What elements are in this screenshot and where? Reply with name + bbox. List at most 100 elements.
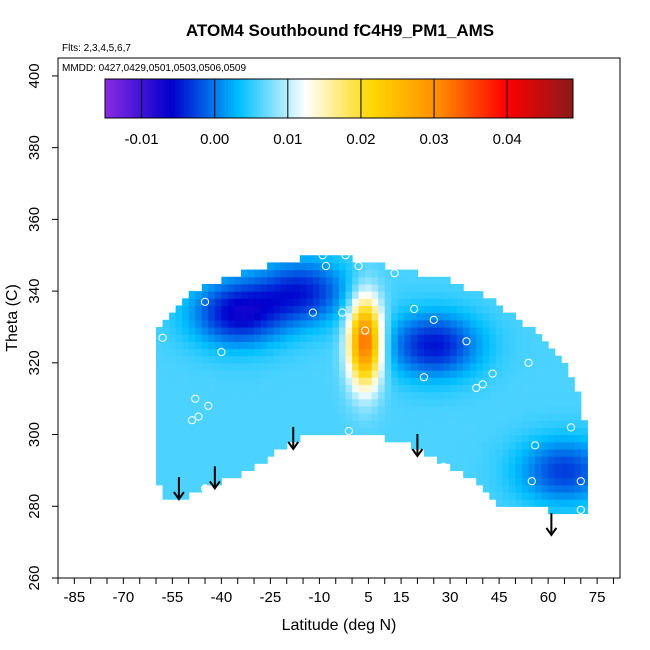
field-cell (169, 391, 177, 400)
field-cell (541, 377, 549, 385)
field-cell (286, 413, 294, 421)
field-cell (332, 341, 340, 350)
colorbar-segment (245, 79, 249, 118)
field-cell (156, 441, 164, 450)
field-cell (201, 384, 209, 393)
field-cell (391, 291, 399, 299)
colorbar-segment (330, 79, 334, 118)
field-cell (280, 413, 288, 421)
field-cell (234, 413, 242, 421)
field-cell (365, 334, 373, 342)
field-cell (397, 370, 405, 378)
field-cell (214, 384, 222, 393)
field-cell (417, 319, 425, 328)
field-cell (430, 384, 438, 393)
field-cell (574, 405, 582, 414)
field-cell (162, 370, 170, 378)
field-cell (208, 477, 216, 486)
x-tick-label: 5 (364, 589, 372, 606)
field-cell (319, 276, 327, 285)
field-cell (521, 484, 530, 493)
field-cell (482, 413, 490, 421)
field-cell (508, 312, 517, 321)
field-cell (319, 398, 327, 407)
field-cell (247, 384, 255, 393)
field-cell (208, 448, 216, 457)
field-cell (528, 456, 536, 464)
field-cell (574, 441, 582, 450)
field-cell (548, 370, 556, 378)
field-cell (169, 463, 177, 472)
field-cell (306, 312, 314, 321)
field-cell (365, 377, 373, 385)
colorbar-segment (318, 79, 322, 118)
field-cell (214, 398, 222, 407)
field-cell (299, 384, 307, 393)
colorbar-segment (499, 79, 504, 118)
field-cell (358, 348, 366, 357)
field-cell (260, 398, 268, 407)
field-cell (508, 477, 517, 486)
field-cell (260, 384, 268, 393)
field-cell (188, 456, 196, 464)
field-cell (182, 491, 190, 500)
field-cell (535, 370, 543, 378)
field-cell (489, 319, 497, 328)
field-cell (430, 341, 438, 350)
field-cell (221, 326, 229, 335)
field-cell (188, 298, 196, 307)
field-cell (482, 441, 490, 450)
field-cell (541, 355, 549, 364)
field-cell (319, 305, 327, 314)
field-cell (417, 305, 425, 314)
colorbar-segment (186, 79, 191, 118)
field-cell (162, 477, 170, 486)
field-cell (293, 298, 301, 307)
field-cell (345, 348, 353, 357)
field-cell (208, 291, 216, 299)
field-cell (463, 441, 471, 450)
field-cell (548, 434, 556, 443)
field-cell (208, 391, 216, 400)
field-cell (227, 276, 236, 285)
field-cell (502, 491, 510, 500)
field-cell (521, 348, 530, 357)
colorbar-segment (236, 79, 241, 118)
field-cell (417, 427, 425, 436)
field-cell (365, 413, 373, 421)
field-cell (214, 441, 222, 450)
field-cell (201, 420, 209, 428)
field-cell (515, 484, 523, 493)
field-cell (423, 341, 432, 350)
field-cell (463, 448, 471, 457)
field-cell (254, 319, 262, 328)
field-cell (306, 291, 314, 299)
field-cell (293, 434, 301, 443)
field-cell (417, 370, 425, 378)
field-cell (254, 348, 262, 357)
field-cell (495, 413, 503, 421)
field-cell (221, 448, 229, 457)
field-cell (508, 470, 517, 479)
field-cell (195, 370, 203, 378)
field-cell (175, 319, 183, 328)
field-cell (535, 348, 543, 357)
field-cell (182, 470, 190, 479)
field-cell (267, 305, 275, 314)
field-cell (463, 434, 471, 443)
field-cell (208, 305, 216, 314)
field-cell (423, 441, 432, 450)
field-cell (299, 348, 307, 357)
field-cell (463, 312, 471, 321)
field-cell (450, 355, 458, 364)
colorbar-segment (485, 79, 489, 118)
field-cell (365, 291, 373, 299)
field-cell (332, 391, 340, 400)
field-cell (325, 269, 334, 278)
field-cell (188, 362, 196, 371)
field-cell (306, 405, 314, 414)
field-cell (404, 420, 412, 428)
field-cell (417, 283, 425, 292)
field-cell (312, 341, 320, 350)
field-cell (175, 441, 183, 450)
